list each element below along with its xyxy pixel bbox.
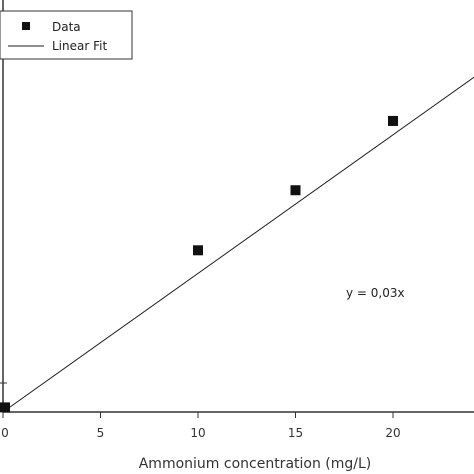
x-ticks [2,412,394,418]
data-point [290,185,301,196]
legend-marker-data [22,22,30,30]
x-tick-labels: 0 5 10 15 20 [1,426,400,440]
linear-fit-line [2,76,474,413]
x-tick-label: 10 [190,426,205,440]
data-point [0,402,10,413]
x-tick-label: 20 [385,426,400,440]
data-point [193,245,203,256]
fit-equation-annotation: y = 0,03x [346,286,405,300]
data-points [0,115,398,413]
x-axis-title: Ammonium concentration (mg/L) [139,456,372,472]
data-point [388,115,398,126]
legend: Data Linear Fit [0,10,133,60]
legend-label-fit: Linear Fit [52,39,107,53]
legend-label-data: Data [52,20,81,34]
x-tick-label: 15 [288,426,303,440]
legend-box [0,10,133,60]
x-tick-label: 0 [1,426,9,440]
x-tick-label: 5 [97,426,105,440]
